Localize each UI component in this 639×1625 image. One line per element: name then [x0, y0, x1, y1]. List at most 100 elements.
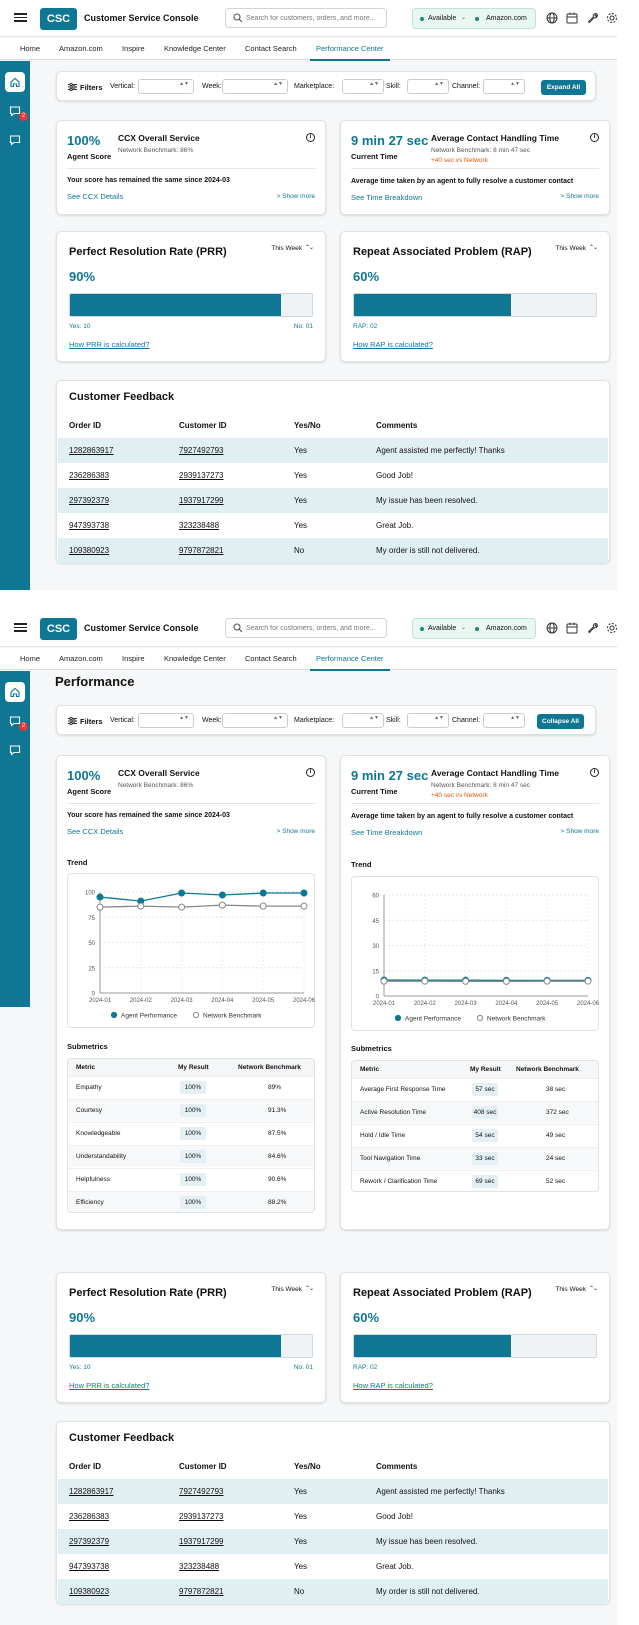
rap-how-calculated-link[interactable]: How RAP is calculated?	[353, 1381, 433, 1390]
info-icon[interactable]: i	[306, 133, 315, 142]
search-input[interactable]	[246, 622, 384, 634]
data-point-network	[300, 902, 308, 910]
customer-id-link[interactable]: 7927492793	[179, 446, 224, 455]
order-id-link[interactable]: 297392379	[69, 1537, 110, 1546]
sidebar-messages[interactable]	[5, 740, 25, 760]
gear-icon[interactable]	[606, 622, 618, 634]
sidebar-messages[interactable]	[5, 130, 25, 150]
show-more-link[interactable]: > Show more	[276, 828, 315, 835]
order-id-link[interactable]: 947393738	[69, 1562, 110, 1571]
app-logo[interactable]: CSC	[40, 8, 77, 30]
see-time-breakdown-link[interactable]: See Time Breakdown	[351, 193, 423, 202]
search-box[interactable]	[225, 618, 387, 638]
info-icon[interactable]: i	[306, 768, 315, 777]
table-row: 1282863917 7927492793 Yes Agent assisted me…	[58, 1479, 608, 1504]
tab-performance-center[interactable]: Performance Center	[310, 44, 390, 61]
sidebar-notifications[interactable]	[5, 101, 25, 121]
chevron-down-icon[interactable]: ⌄	[461, 15, 467, 21]
show-more-link[interactable]: > Show more	[276, 193, 315, 200]
period-select[interactable]: This Week	[555, 1286, 586, 1293]
search-input[interactable]	[246, 12, 384, 24]
order-id-link[interactable]: 109380923	[69, 546, 110, 555]
gear-icon[interactable]	[606, 12, 618, 24]
status-selector[interactable]: Available ⌄ Amazon.com	[412, 618, 536, 639]
tab-amazon-com[interactable]: Amazon.com	[59, 44, 103, 53]
tab-performance-center[interactable]: Performance Center	[310, 654, 390, 671]
channel-filter-select[interactable]: ▲▼	[483, 79, 525, 94]
vertical-filter-select[interactable]: ▲▼	[138, 713, 194, 728]
info-icon[interactable]: i	[590, 133, 599, 142]
tab-knowledge-center[interactable]: Knowledge Center	[164, 654, 226, 663]
see-ccx-details-link[interactable]: See CCX Details	[67, 827, 124, 836]
sidebar-notifications[interactable]	[5, 711, 25, 731]
customer-id-link[interactable]: 9797872821	[179, 546, 224, 555]
order-id-link[interactable]: 109380923	[69, 1587, 110, 1596]
globe-icon[interactable]	[546, 12, 558, 24]
app-logo[interactable]: CSC	[40, 618, 77, 640]
see-time-breakdown-link[interactable]: See Time Breakdown	[351, 828, 423, 837]
show-more-link[interactable]: > Show more	[560, 193, 599, 200]
period-select[interactable]: This Week	[555, 245, 586, 252]
x-tick-label: 2024-05	[536, 1001, 559, 1007]
chevron-updown-icon[interactable]: ⌃⌄	[588, 245, 598, 251]
chevron-updown-icon[interactable]: ⌃⌄	[304, 1286, 314, 1292]
tab-amazon-com[interactable]: Amazon.com	[59, 654, 103, 663]
customer-id-link[interactable]: 9797872821	[179, 1587, 224, 1596]
period-select[interactable]: This Week	[271, 1286, 302, 1293]
customer-id-link[interactable]: 1937917299	[179, 496, 224, 505]
tab-contact-search[interactable]: Contact Search	[245, 44, 297, 53]
expand-all-button[interactable]: Expand All	[541, 80, 586, 95]
order-id-link[interactable]: 1282863917	[69, 446, 114, 455]
order-id-link[interactable]: 297392379	[69, 496, 110, 505]
show-more-link[interactable]: > Show more	[560, 828, 599, 835]
tab-inspire[interactable]: Inspire	[122, 654, 145, 663]
hamburger-menu-icon[interactable]	[14, 11, 27, 24]
wrench-icon[interactable]	[587, 12, 599, 24]
order-id-link[interactable]: 236286383	[69, 471, 110, 480]
customer-id-link[interactable]: 2939137273	[179, 1512, 224, 1521]
order-id-link[interactable]: 947393738	[69, 521, 110, 530]
customer-id-link[interactable]: 323238488	[179, 1562, 220, 1571]
chevron-updown-icon[interactable]: ⌃⌄	[588, 1286, 598, 1292]
chevron-down-icon[interactable]: ⌄	[461, 625, 467, 631]
tab-inspire[interactable]: Inspire	[122, 44, 145, 53]
yes-no-value: No	[294, 546, 305, 555]
chevron-updown-icon[interactable]: ⌃⌄	[304, 245, 314, 251]
customer-id-link[interactable]: 323238488	[179, 521, 220, 530]
status-selector[interactable]: Available ⌄ Amazon.com	[412, 8, 536, 29]
tab-home[interactable]: Home	[20, 654, 41, 663]
order-id-link[interactable]: 1282863917	[69, 1487, 114, 1496]
sidebar-home[interactable]	[5, 72, 25, 92]
tab-knowledge-center[interactable]: Knowledge Center	[164, 44, 226, 53]
see-ccx-details-link[interactable]: See CCX Details	[67, 192, 124, 201]
marketplace-dot	[475, 17, 479, 21]
skill-filter-select[interactable]: ▲▼	[407, 713, 449, 728]
prr-how-calculated-link[interactable]: How PRR is calculated?	[69, 1381, 150, 1390]
calendar-icon[interactable]	[566, 622, 578, 634]
marketplace-filter-select[interactable]: ▲▼	[342, 713, 384, 728]
marketplace-filter-select[interactable]: ▲▼	[342, 79, 384, 94]
calendar-icon[interactable]	[566, 12, 578, 24]
wrench-icon[interactable]	[587, 622, 599, 634]
vertical-filter-select[interactable]: ▲▼	[138, 79, 194, 94]
order-id-link[interactable]: 236286383	[69, 1512, 110, 1521]
info-icon[interactable]: i	[590, 768, 599, 777]
tab-contact-search[interactable]: Contact Search	[245, 654, 297, 663]
skill-filter-select[interactable]: ▲▼	[407, 79, 449, 94]
data-point-network	[178, 903, 186, 911]
hamburger-menu-icon[interactable]	[14, 621, 27, 634]
period-select[interactable]: This Week	[271, 245, 302, 252]
rap-how-calculated-link[interactable]: How RAP is calculated?	[353, 340, 433, 349]
globe-icon[interactable]	[546, 622, 558, 634]
customer-id-link[interactable]: 2939137273	[179, 471, 224, 480]
channel-filter-select[interactable]: ▲▼	[483, 713, 525, 728]
week-filter-select[interactable]: ▲▼	[222, 79, 288, 94]
collapse-all-button[interactable]: Collapse All	[537, 714, 584, 729]
prr-how-calculated-link[interactable]: How PRR is calculated?	[69, 340, 150, 349]
tab-home[interactable]: Home	[20, 44, 41, 53]
week-filter-select[interactable]: ▲▼	[222, 713, 288, 728]
customer-id-link[interactable]: 1937917299	[179, 1537, 224, 1546]
search-box[interactable]	[225, 8, 387, 28]
sidebar-home[interactable]	[5, 682, 25, 702]
customer-id-link[interactable]: 7927492793	[179, 1487, 224, 1496]
